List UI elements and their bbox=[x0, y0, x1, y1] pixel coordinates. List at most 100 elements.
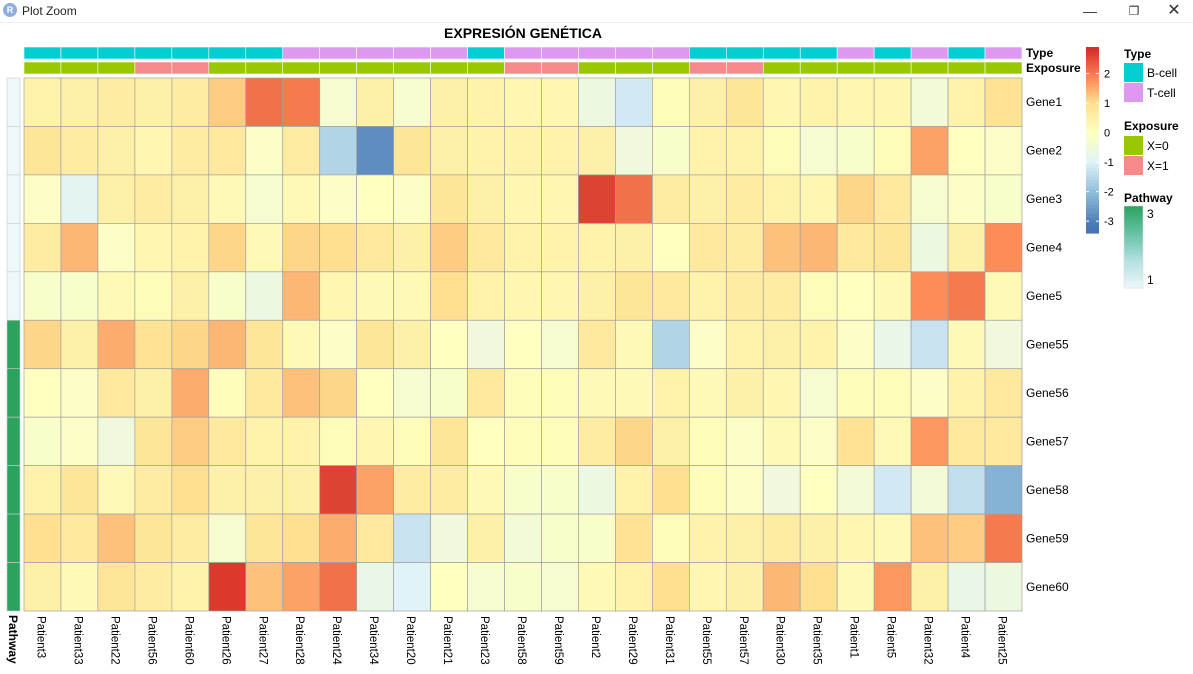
heatmap-cell bbox=[725, 77, 764, 127]
heatmap-cell bbox=[60, 126, 99, 176]
heatmap-cell bbox=[430, 416, 468, 466]
heatmap-cell bbox=[319, 77, 358, 127]
pathway-scale-segment bbox=[1124, 259, 1143, 262]
heatmap-cell bbox=[652, 271, 690, 321]
color-scale-segment bbox=[1086, 53, 1099, 57]
heatmap-cell bbox=[504, 513, 542, 563]
pathway-annotation-cell bbox=[6, 465, 21, 515]
pathway-scale-segment bbox=[1124, 273, 1143, 277]
row-label: Gene57 bbox=[1026, 434, 1069, 448]
heatmap-cell bbox=[60, 319, 99, 370]
heatmap-cell bbox=[245, 126, 284, 176]
heatmap-cell bbox=[282, 77, 321, 127]
heatmap-cell bbox=[467, 126, 505, 176]
heatmap-cell bbox=[688, 126, 727, 176]
heatmap-cell bbox=[578, 271, 616, 321]
heatmap-plot: EXPRESIÓN GENÉTICATypeExposurePathwayGen… bbox=[6, 24, 1179, 665]
color-scale-segment bbox=[1086, 186, 1099, 191]
pathway-scale-segment bbox=[1124, 208, 1143, 211]
annotation-exposure-cell bbox=[430, 61, 468, 75]
annotation-exposure-cell bbox=[615, 61, 653, 75]
heatmap-cell bbox=[799, 319, 838, 370]
column-label: Patient60 bbox=[182, 616, 194, 665]
heatmap-cell bbox=[578, 77, 616, 127]
heatmap-cell bbox=[615, 223, 653, 273]
heatmap-cell bbox=[97, 223, 136, 273]
column-label: Patient33 bbox=[71, 616, 83, 665]
pathway-scale-segment bbox=[1124, 265, 1143, 269]
heatmap-cell bbox=[688, 174, 727, 224]
heatmap-cell bbox=[97, 465, 136, 515]
color-scale-segment bbox=[1086, 155, 1099, 160]
heatmap-cell bbox=[467, 513, 505, 563]
annotation-exposure-cell bbox=[60, 61, 99, 75]
heatmap-cell bbox=[984, 77, 1023, 127]
heatmap-cell bbox=[873, 77, 912, 127]
heatmap-cell bbox=[910, 368, 949, 418]
heatmap-cell bbox=[799, 416, 838, 466]
heatmap-cell bbox=[282, 271, 321, 321]
color-scale-segment bbox=[1086, 127, 1099, 132]
heatmap-cell bbox=[97, 513, 136, 563]
heatmap-cell bbox=[762, 271, 801, 321]
heatmap-cell bbox=[60, 77, 99, 127]
color-scale-segment bbox=[1086, 164, 1099, 169]
heatmap-cell bbox=[947, 368, 986, 418]
annotation-type-cell bbox=[762, 46, 801, 60]
pathway-scale-segment bbox=[1124, 267, 1143, 271]
heatmap-cell bbox=[799, 465, 838, 515]
pathway-annotation-cell bbox=[6, 271, 21, 321]
heatmap-cell bbox=[910, 416, 949, 466]
pathway-scale-segment bbox=[1124, 238, 1143, 242]
heatmap-cell bbox=[393, 416, 431, 466]
annotation-type-cell bbox=[356, 46, 394, 60]
heatmap-cell bbox=[873, 223, 912, 273]
maximize-icon[interactable]: ❐ bbox=[1128, 4, 1140, 18]
heatmap-cell bbox=[688, 319, 727, 370]
minimize-icon[interactable]: — bbox=[1083, 3, 1097, 19]
heatmap-cell bbox=[97, 319, 136, 370]
heatmap-cell bbox=[984, 513, 1023, 563]
pathway-scale-segment bbox=[1124, 214, 1143, 217]
color-scale-label: -2 bbox=[1104, 187, 1114, 199]
color-scale-segment bbox=[1086, 229, 1099, 234]
annotation-exposure-cell bbox=[393, 61, 431, 75]
heatmap-cell bbox=[873, 174, 912, 224]
annotation-type-cell bbox=[23, 46, 62, 60]
heatmap-cell bbox=[319, 174, 358, 224]
heatmap-cell bbox=[541, 319, 579, 370]
heatmap-cell bbox=[725, 271, 764, 321]
heatmap-cell bbox=[60, 174, 99, 224]
pathway-scale-segment bbox=[1124, 210, 1143, 213]
heatmap-cell bbox=[393, 562, 431, 612]
heatmap-cell bbox=[356, 223, 394, 273]
heatmap-cell bbox=[799, 562, 838, 612]
pathway-scale-segment bbox=[1124, 251, 1143, 254]
pathway-scale-segment bbox=[1124, 281, 1143, 285]
heatmap-cell bbox=[23, 223, 62, 273]
heatmap-cell bbox=[836, 368, 875, 418]
color-scale-segment bbox=[1086, 177, 1099, 181]
heatmap-cell bbox=[984, 562, 1023, 612]
color-scale-segment bbox=[1086, 56, 1099, 60]
heatmap-cell bbox=[171, 465, 210, 515]
color-scale-segment bbox=[1086, 195, 1099, 200]
heatmap-cell bbox=[615, 174, 653, 224]
heatmap-cell bbox=[652, 223, 690, 273]
heatmap-cell bbox=[541, 271, 579, 321]
heatmap-cell bbox=[60, 562, 99, 612]
heatmap-cell bbox=[578, 223, 616, 273]
annotation-exposure-cell bbox=[282, 61, 321, 75]
column-label: Patient29 bbox=[626, 616, 638, 665]
column-label: Patient57 bbox=[737, 616, 749, 665]
close-icon[interactable]: ✕ bbox=[1167, 2, 1181, 19]
annotation-exposure-cell bbox=[319, 61, 357, 75]
color-scale-segment bbox=[1086, 205, 1099, 209]
heatmap-cell bbox=[762, 223, 801, 273]
color-scale-segment bbox=[1086, 78, 1099, 82]
heatmap-cell bbox=[762, 126, 801, 176]
annotation-type-cell bbox=[134, 46, 173, 60]
heatmap-cell bbox=[947, 77, 986, 127]
legend-swatch-t-cell bbox=[1124, 83, 1143, 102]
heatmap-cell bbox=[393, 368, 431, 418]
